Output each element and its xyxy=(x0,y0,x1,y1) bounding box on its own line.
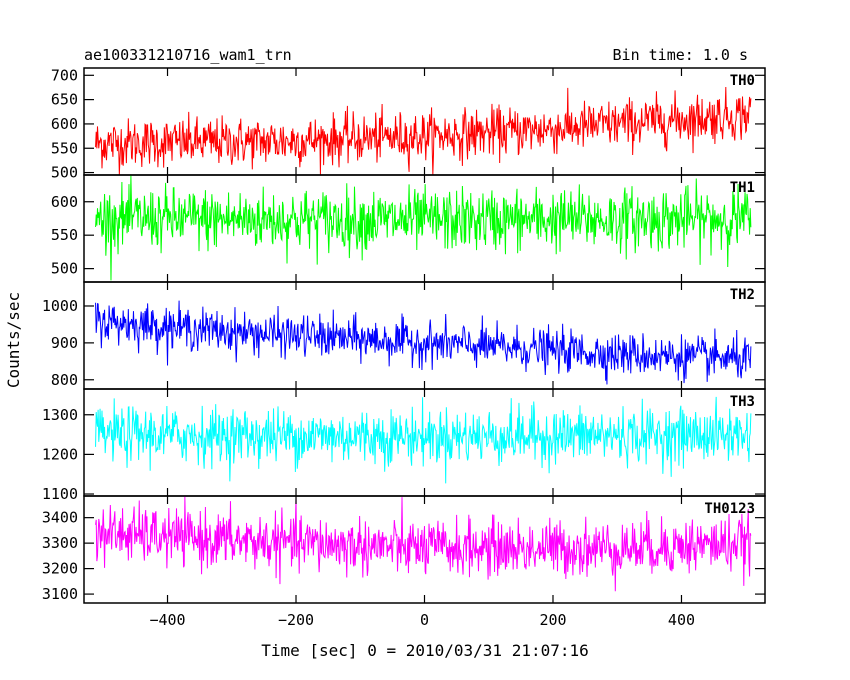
chart-title: ae100331210716_wam1_trn xyxy=(84,46,292,64)
y-tick-label: 3100 xyxy=(42,585,78,603)
panel-th0123: 3100 3200 3300 3400 TH0123 xyxy=(42,495,766,604)
y-tick-label: 650 xyxy=(51,91,78,109)
panel-th2: 800 900 1000 TH2 xyxy=(42,281,766,390)
x-tick-label: 400 xyxy=(668,611,695,629)
panel-label: TH1 xyxy=(730,180,755,196)
y-tick-label: 3200 xyxy=(42,560,78,578)
panel-label: TH0123 xyxy=(704,501,755,517)
y-tick-label: 3400 xyxy=(42,509,78,527)
series-line-th0 xyxy=(95,86,752,175)
panel-label: TH3 xyxy=(730,394,755,410)
y-tick-label: 1300 xyxy=(42,406,78,424)
y-tick-label: 500 xyxy=(51,260,78,278)
y-tick-label: 600 xyxy=(51,193,78,211)
panel-th1: 500 550 600 TH1 xyxy=(51,174,766,283)
y-tick-label: 3300 xyxy=(42,534,78,552)
series-line-th1 xyxy=(95,175,752,281)
x-tick-label: −400 xyxy=(149,611,185,629)
bin-time-label: Bin time: 1.0 s xyxy=(613,46,748,64)
y-tick-label: 700 xyxy=(51,66,78,84)
series-line-th3 xyxy=(95,396,752,484)
y-tick-label: 600 xyxy=(51,115,78,133)
y-tick-label: 550 xyxy=(51,139,78,157)
x-tick-label: 0 xyxy=(420,611,429,629)
panel-th3: 1100 1200 1300 TH3 xyxy=(42,388,766,503)
y-tick-label: 1000 xyxy=(42,297,78,315)
y-tick-label: 900 xyxy=(51,334,78,352)
y-tick-label: 1100 xyxy=(42,485,78,503)
y-tick-label: 800 xyxy=(51,371,78,389)
series-line-th0123 xyxy=(95,496,752,592)
y-tick-label: 550 xyxy=(51,226,78,244)
y-tick-label: 1200 xyxy=(42,445,78,463)
x-tick-label: 200 xyxy=(539,611,566,629)
series-line-th2 xyxy=(95,300,752,385)
x-axis-title: Time [sec] 0 = 2010/03/31 21:07:16 xyxy=(261,641,589,660)
x-tick-label: −200 xyxy=(278,611,314,629)
y-tick-label: 500 xyxy=(51,164,78,182)
panel-th0: 500 550 600 650 700 TH0 xyxy=(51,66,766,182)
panel-label: TH2 xyxy=(730,287,755,303)
panel-label: TH0 xyxy=(730,73,755,89)
panels-layer: 500 550 600 650 700 TH0 500 550 600 TH1 800 900 1000… xyxy=(42,66,766,629)
y-axis-title: Counts/sec xyxy=(4,292,23,388)
